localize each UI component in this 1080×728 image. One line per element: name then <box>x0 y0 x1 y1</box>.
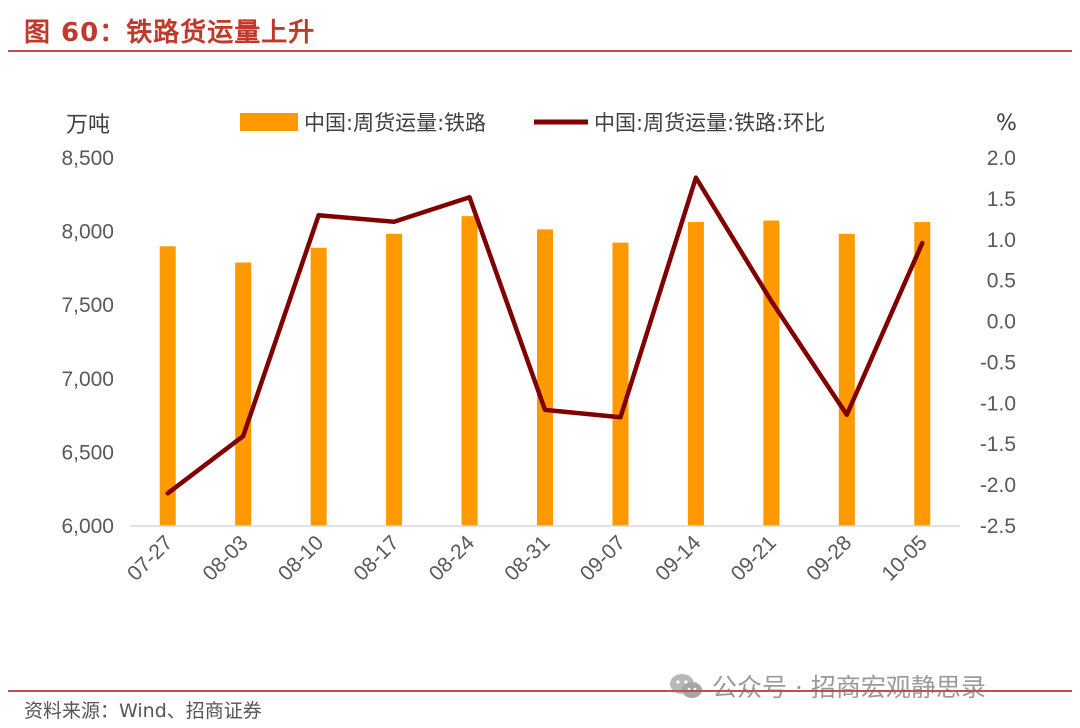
x-tick-label: 07-27 <box>123 531 177 585</box>
right-tick-label: 0.5 <box>987 270 1016 293</box>
left-axis-unit: 万吨 <box>66 113 110 138</box>
bar-08-10 <box>310 247 327 527</box>
x-tick-label: 08-03 <box>198 531 252 585</box>
bar-09-28 <box>838 233 855 527</box>
x-tick-label: 09-07 <box>576 531 630 585</box>
right-tick-label: -1.0 <box>980 392 1016 415</box>
right-tick-label: 1.5 <box>987 188 1016 211</box>
x-tick-label: 09-14 <box>651 531 705 585</box>
wechat-icon <box>670 674 702 698</box>
figure-title: 图 60：铁路货运量上升 <box>24 18 316 48</box>
x-tick-label: 08-24 <box>425 531 479 585</box>
x-tick-label: 09-28 <box>802 531 856 585</box>
bar-10-05 <box>914 222 931 527</box>
source-note: 资料来源：Wind、招商证券 <box>24 700 262 722</box>
right-axis-unit: % <box>996 111 1017 136</box>
bar-08-03 <box>235 262 252 526</box>
right-tick-label: -2.5 <box>980 515 1016 538</box>
legend-bar-swatch <box>240 113 298 131</box>
bar-08-31 <box>537 229 553 526</box>
left-tick-label: 7,000 <box>61 368 114 391</box>
legend-line-label: 中国:周货运量:铁路:环比 <box>594 111 825 135</box>
footer-rule <box>8 690 1072 692</box>
left-tick-label: 7,500 <box>61 294 114 317</box>
left-tick-label: 8,500 <box>61 147 114 170</box>
title-rule <box>8 50 1072 52</box>
right-axis: -2.5 -2.0 -1.5 -1.0 -0.5 0.0 0.5 1.0 1.5 2.0 <box>980 147 1016 538</box>
right-tick-label: -2.0 <box>980 474 1016 497</box>
bar-07-27 <box>159 246 176 526</box>
line-layer <box>165 175 925 496</box>
left-tick-label: 6,500 <box>61 441 114 464</box>
right-tick-label: -1.5 <box>980 433 1016 456</box>
x-tick-label: 09-21 <box>727 531 781 585</box>
x-tick-label: 08-17 <box>349 531 403 585</box>
x-tick-label: 08-10 <box>274 531 328 585</box>
bars-layer <box>159 216 931 527</box>
watermark-text: 公众号 · 招商宏观静思录 <box>712 673 986 702</box>
bar-08-24 <box>461 216 478 527</box>
left-axis: 6,000 6,500 7,000 7,500 8,000 8,500 <box>61 147 114 538</box>
bar-09-14 <box>687 222 704 527</box>
x-tick-label: 10-05 <box>878 531 932 585</box>
bar-09-07 <box>612 242 629 526</box>
right-tick-label: 1.0 <box>987 229 1016 252</box>
left-tick-label: 6,000 <box>61 515 114 538</box>
bar-09-21 <box>763 220 780 526</box>
bar-08-17 <box>386 233 403 527</box>
right-tick-label: 0.0 <box>987 311 1016 334</box>
left-tick-label: 8,000 <box>61 221 114 244</box>
watermark: 公众号 · 招商宏观静思录 <box>668 668 986 704</box>
x-tick-label: 08-31 <box>500 531 554 585</box>
x-axis: 07-27 08-03 08-10 08-17 08-24 08-31 09-07 09-14… <box>123 531 932 585</box>
legend: 中国:周货运量:铁路 中国:周货运量:铁路:环比 <box>240 111 825 135</box>
right-tick-label: -0.5 <box>980 351 1016 374</box>
right-tick-label: 2.0 <box>987 147 1016 170</box>
legend-bar-label: 中国:周货运量:铁路 <box>304 111 486 135</box>
